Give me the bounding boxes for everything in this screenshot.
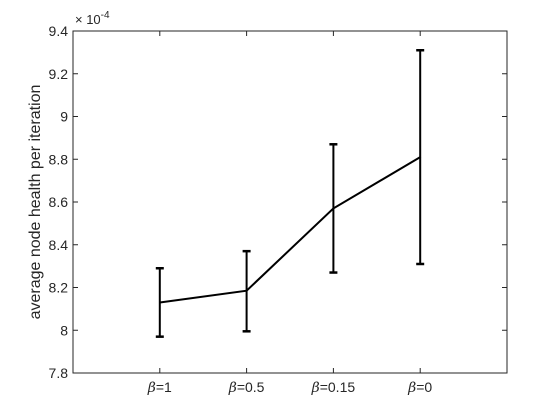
x-tick-label-symbol: β: [147, 380, 156, 396]
series-line: [155, 48, 425, 338]
x-axis: β=1 β=0.5 β=0.15 β=0: [147, 31, 432, 396]
data-point: [332, 207, 335, 210]
x-tick-label: β=0.15: [311, 379, 356, 396]
data-point: [159, 301, 161, 304]
y-tick-label: 8: [60, 322, 68, 338]
y-tick-label: 8.6: [49, 194, 69, 210]
y-tick-label: 9: [60, 109, 68, 125]
plot-area: [72, 30, 508, 374]
x-tick-label: β=0.5: [228, 379, 265, 396]
series-line-path: [159, 156, 421, 304]
x-tick-label: β=1: [147, 379, 172, 396]
y-tick-label: 8.8: [49, 151, 69, 167]
data-point: [419, 156, 422, 158]
data-point: [245, 289, 248, 292]
x-tick-label-symbol: β: [228, 380, 237, 396]
y-scale-factor-exponent: -4: [101, 10, 110, 21]
y-tick-label: 9.2: [49, 66, 69, 82]
x-tick-label-value: =1: [156, 379, 172, 395]
y-scale-factor: × 10-4: [75, 10, 110, 27]
x-tick-label-value: =0.15: [320, 379, 356, 395]
y-axis: 7.8 8 8.2 8.4 8.6 8.8 9 9.2 9.4: [49, 23, 507, 381]
x-tick-label-symbol: β: [311, 380, 320, 396]
x-tick-label: β=0: [407, 379, 432, 396]
y-tick-label: 7.8: [49, 365, 69, 381]
y-tick-label: 9.4: [49, 23, 69, 39]
x-tick-label-value: =0: [416, 379, 432, 395]
y-tick-label: 8.2: [49, 280, 69, 296]
y-scale-factor-base: × 10: [75, 12, 101, 27]
y-axis-label: average node health per iteration: [27, 85, 44, 320]
y-tick-label: 8.4: [49, 237, 69, 253]
x-tick-label-symbol: β: [407, 380, 416, 396]
x-tick-label-value: =0.5: [237, 379, 265, 395]
